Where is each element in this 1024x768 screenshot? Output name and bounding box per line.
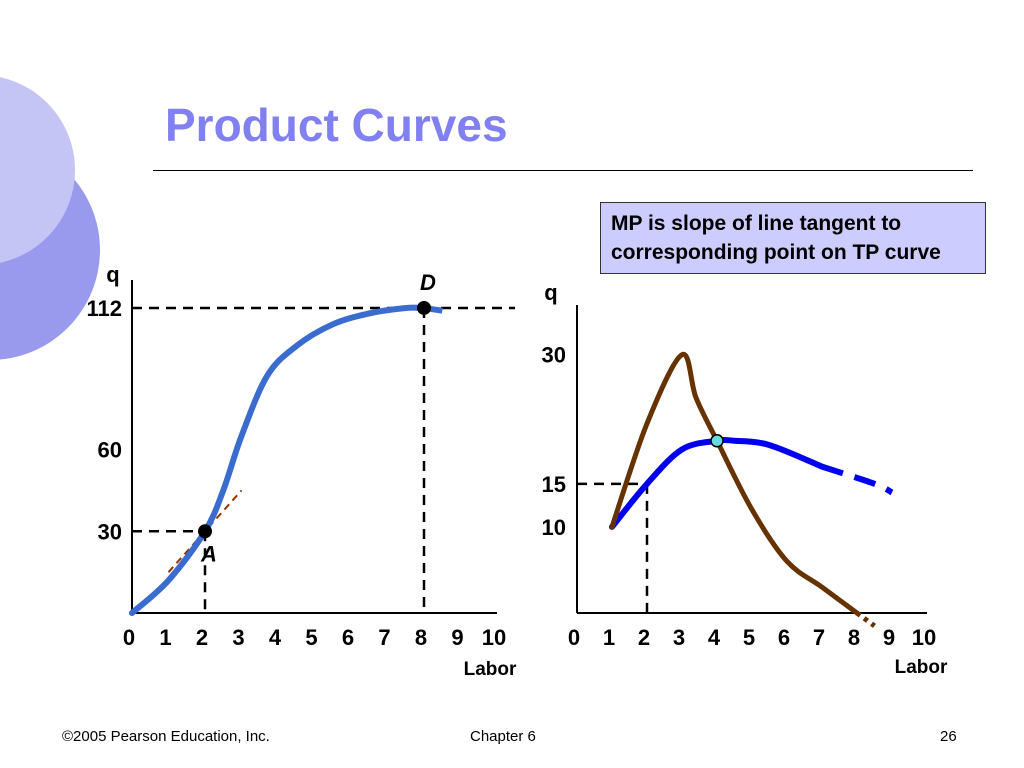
chart2-y-tick-label: 30 — [542, 343, 566, 368]
chart1-x-tick-label: 3 — [232, 625, 244, 650]
chart2-x-tick-label: 10 — [912, 625, 936, 650]
chart2-x-tick-label: 3 — [673, 625, 685, 650]
chart1-x-tick-label: 7 — [378, 625, 390, 650]
chart2-series-2-dashed-segment — [855, 610, 876, 628]
chart2-x-tick-label: 7 — [813, 625, 825, 650]
chart2-x-axis-label: Labor — [895, 657, 948, 678]
decorative-circles — [0, 77, 100, 360]
footer-page-number: 26 — [940, 728, 957, 745]
chart2-x-tick-label: 9 — [883, 625, 895, 650]
chart1-x-tick-label: 5 — [305, 625, 317, 650]
chart2-x-tick-label: 6 — [778, 625, 790, 650]
chart1-y-tick-label: 30 — [98, 519, 122, 544]
chart1-x-tick-label: 4 — [269, 625, 282, 650]
chart2-point-intersection — [710, 434, 724, 448]
chart1-y-tick-label: 60 — [98, 438, 122, 463]
chart2-x-tick-label: 5 — [743, 625, 755, 650]
chart2-series-1-line — [609, 436, 825, 530]
mp-slope-callout: MP is slope of line tangent to correspon… — [600, 202, 986, 274]
chart1-y-tick-label: 112 — [87, 296, 123, 321]
chart1-x-tick-label: 8 — [415, 625, 427, 650]
footer-copyright: ©2005 Pearson Education, Inc. — [62, 728, 270, 745]
chart1-x-tick-label: 2 — [196, 625, 208, 650]
chart1-point-label: A — [200, 541, 217, 566]
title-divider — [153, 170, 973, 171]
chart2-x-tick-label: 1 — [603, 625, 615, 650]
chart2-y-tick-label: 15 — [542, 472, 566, 497]
chart2-y-tick-label: 10 — [542, 515, 566, 540]
chart1-x-axis-label: Labor — [464, 659, 517, 680]
chart2-series-1-dashed-segment — [821, 463, 894, 496]
chart1-point-D — [417, 300, 431, 315]
chart2-y-axis-label: q — [544, 280, 557, 305]
slide-title: Product Curves — [165, 99, 508, 151]
chart1-y-axis-label: q — [106, 262, 119, 287]
chart1-x-tick-label: 0 — [123, 625, 135, 650]
chart2-x-tick-label: 2 — [638, 625, 650, 650]
chart1-series-1-line — [129, 304, 427, 616]
chart2-x-tick-label: 8 — [848, 625, 860, 650]
chart1-x-tick-label: 1 — [159, 625, 171, 650]
chart2-x-tick-label: 0 — [568, 625, 580, 650]
chart1-point-A — [198, 524, 212, 539]
footer-chapter: Chapter 6 — [470, 728, 536, 745]
chart1-x-tick-label: 9 — [451, 625, 463, 650]
chart1-point-label: D — [420, 270, 436, 295]
chart2-x-tick-label: 4 — [708, 625, 721, 650]
chart1-x-tick-label: 6 — [342, 625, 354, 650]
chart1-x-tick-label: 10 — [482, 625, 506, 650]
